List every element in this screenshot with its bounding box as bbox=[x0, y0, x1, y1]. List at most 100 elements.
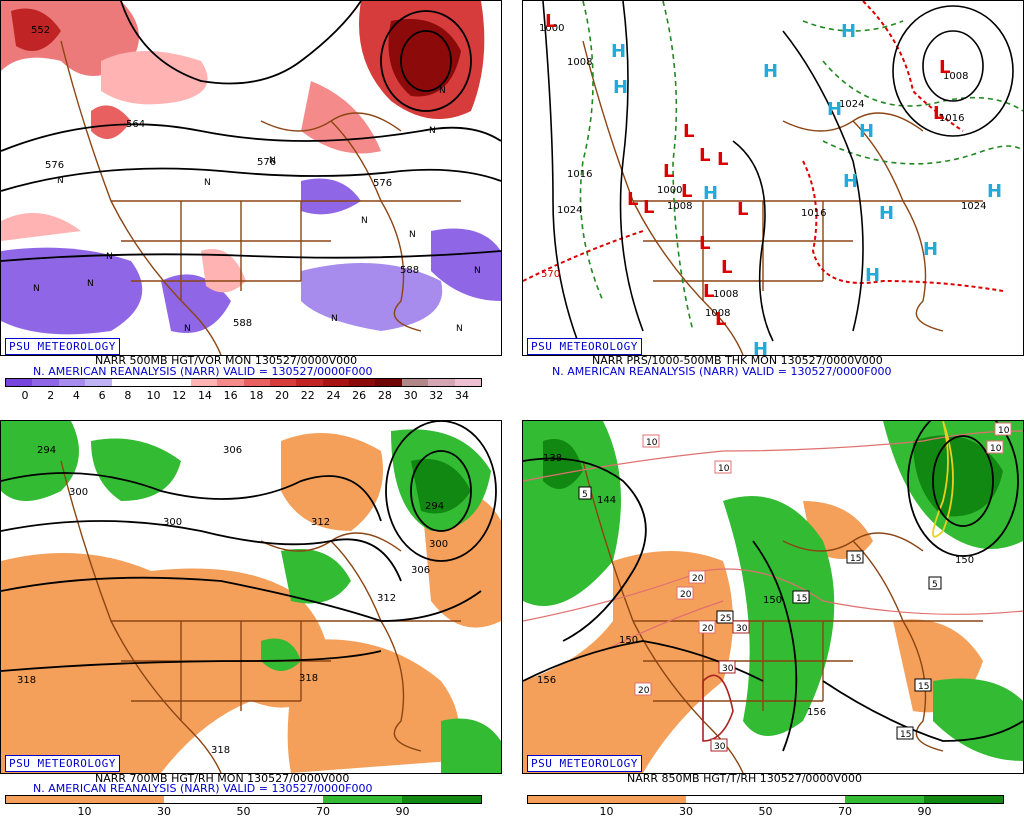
vort-core-nw bbox=[11, 8, 61, 51]
isobar-label: 1008 bbox=[943, 71, 968, 82]
low-center: L bbox=[737, 199, 748, 220]
rh-moist-s bbox=[261, 638, 301, 671]
temp-label: 30 bbox=[710, 738, 728, 752]
vort-pos-3 bbox=[301, 81, 381, 154]
thickness-contours bbox=[579, 1, 1023, 332]
svg-text:15: 15 bbox=[796, 594, 807, 604]
vort-neg-c bbox=[301, 178, 361, 215]
low-center: L bbox=[545, 11, 556, 32]
high-pressure-centers: H H H H H H H H H H H H H bbox=[611, 21, 1002, 355]
colorbar-tick-label: 26 bbox=[352, 389, 367, 402]
colorbar-swatch bbox=[322, 379, 350, 386]
colorbar-tick-label: 30 bbox=[679, 805, 693, 818]
isobar-label: 1008 bbox=[713, 289, 738, 300]
temp-label: 10 bbox=[994, 422, 1012, 436]
contour-label: 576 bbox=[45, 160, 64, 171]
panel-caption-title: NARR 700MB HGT/RH MON 130527/0000V000 bbox=[95, 772, 350, 785]
temp-label: 15 bbox=[914, 678, 932, 692]
rh-dry-west bbox=[1, 553, 331, 773]
colorbar-swatch bbox=[401, 796, 482, 803]
colorbar-tick-label: 70 bbox=[316, 805, 330, 818]
map-borders bbox=[582, 40, 983, 355]
temp-label: 10 bbox=[642, 434, 660, 448]
vort-symbol: N bbox=[57, 176, 64, 186]
isobar-label: 1024 bbox=[557, 205, 582, 216]
colorbar-swatch bbox=[217, 379, 244, 386]
panel-caption-title: NARR PRS/1000-500MB THK MON 130527/0000V… bbox=[592, 354, 883, 367]
temp-label: 10 bbox=[986, 440, 1004, 454]
svg-text:20: 20 bbox=[680, 590, 692, 600]
svg-text:15: 15 bbox=[918, 682, 929, 692]
colorbar-swatch bbox=[243, 796, 323, 803]
rh-very-moist-west bbox=[543, 439, 583, 489]
low-center: L bbox=[663, 161, 674, 182]
isobar-label: 1016 bbox=[801, 208, 826, 219]
rh-moist-se bbox=[441, 718, 501, 773]
rh-dry-north bbox=[281, 433, 383, 531]
colorbar-tick-label: 4 bbox=[72, 389, 80, 402]
vort-symbol: N bbox=[474, 266, 481, 276]
isobar-label: 1008 bbox=[705, 308, 730, 319]
panel-pressure-thickness: 1000 1008 1016 1024 1016 1024 1008 1008 … bbox=[522, 0, 1024, 399]
temp-cold-contour bbox=[932, 421, 954, 538]
colorbar-swatch bbox=[111, 379, 138, 386]
contour-label: 312 bbox=[377, 593, 396, 604]
colorbar-swatch bbox=[137, 379, 165, 386]
vort-neg-e bbox=[431, 228, 501, 301]
panel-500mb-vorticity: 576 564 576 588 552 588 576 N N N N N N … bbox=[0, 0, 502, 402]
high-center: H bbox=[611, 41, 626, 62]
temperature-contours bbox=[523, 430, 1023, 652]
vort-pos-2 bbox=[91, 105, 131, 139]
svg-text:10: 10 bbox=[998, 426, 1010, 436]
colorbar-vorticity bbox=[5, 378, 482, 387]
colorbar-swatch bbox=[58, 379, 86, 386]
psu-label: PSU METEOROLOGY bbox=[527, 755, 642, 772]
colorbar-swatch bbox=[6, 796, 86, 803]
colorbar-tick-label: 50 bbox=[758, 805, 773, 818]
contour-label: 150 bbox=[619, 635, 638, 646]
colorbar-tick-label: 10 bbox=[599, 805, 614, 818]
high-center: H bbox=[703, 183, 718, 204]
colorbar-tick-label: 34 bbox=[455, 389, 469, 402]
colorbar-swatch bbox=[428, 379, 455, 386]
vort-pos-4 bbox=[1, 213, 81, 241]
isobar-label: 1000 bbox=[657, 185, 682, 196]
colorbar-tick-label: 0 bbox=[21, 389, 29, 402]
colorbar-rh bbox=[5, 795, 482, 804]
panel-700mb-rh: 294 306 300 300 312 294 300 306 312 318 … bbox=[0, 420, 502, 819]
colorbar-swatch bbox=[164, 379, 191, 386]
rh-moist-nw bbox=[1, 421, 79, 501]
colorbar-tick-label: 90 bbox=[395, 805, 410, 818]
panel-caption-valid: N. AMERICAN REANALYSIS (NARR) VALID = 13… bbox=[33, 365, 373, 378]
contour-label: 156 bbox=[807, 707, 826, 718]
rh-very-moist-ne bbox=[411, 459, 471, 514]
temp-label: 20 bbox=[698, 620, 716, 634]
temp-label: 30 bbox=[718, 660, 736, 674]
vort-symbol: N bbox=[106, 252, 113, 262]
map-700mb: 294 306 300 300 312 294 300 306 312 318 … bbox=[0, 420, 502, 774]
high-center: H bbox=[763, 61, 778, 82]
low-pressure-centers: L L L L L L L L L L L L L L L bbox=[545, 11, 950, 330]
temp-label: 15 bbox=[896, 726, 914, 740]
high-center: H bbox=[879, 203, 894, 224]
vort-symbol: N bbox=[429, 126, 436, 136]
low-center: L bbox=[933, 103, 944, 124]
isobar-label: 1008 bbox=[567, 57, 592, 68]
colorbar-swatch bbox=[164, 796, 244, 803]
thickness-warm-line bbox=[862, 1, 964, 132]
low-center: L bbox=[681, 181, 692, 202]
colorbar-tick-label: 30 bbox=[403, 389, 418, 402]
height-contours bbox=[1, 1, 501, 262]
colorbar-tick-label: 10 bbox=[146, 389, 161, 402]
svg-text:15: 15 bbox=[850, 554, 861, 564]
colorbar-tick-label: 70 bbox=[838, 805, 852, 818]
svg-text:10: 10 bbox=[718, 464, 730, 474]
rh-dry-southeast bbox=[287, 639, 459, 773]
svg-text:20: 20 bbox=[692, 574, 704, 584]
colorbar-tick-label: 2 bbox=[47, 389, 55, 402]
low-center: L bbox=[715, 309, 726, 330]
contour-label: 318 bbox=[17, 675, 36, 686]
contour-label: 294 bbox=[37, 445, 56, 456]
svg-text:15: 15 bbox=[900, 730, 911, 740]
isobar-label: 1024 bbox=[961, 201, 986, 212]
